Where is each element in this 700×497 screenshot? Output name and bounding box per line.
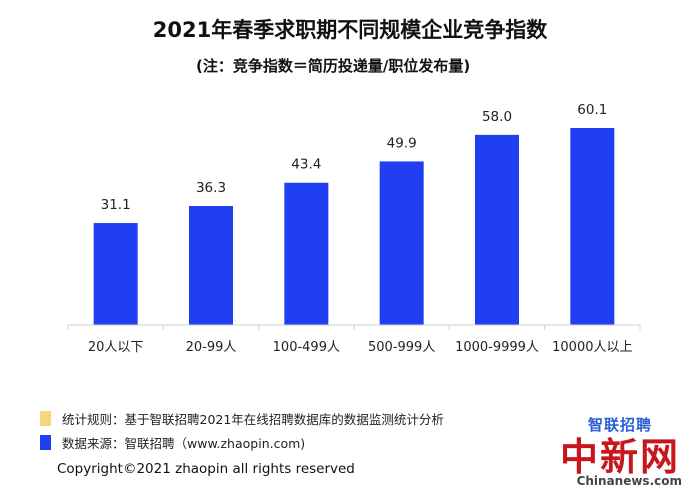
zhaopin-logo: 智联招聘: [587, 416, 652, 434]
note-stat-rule-swatch: [40, 410, 51, 426]
chinanews-logo: 中新网: [559, 434, 680, 479]
note-data-source: 数据来源：智联招聘（www.zhaopin.com): [40, 433, 305, 451]
bar: [570, 128, 615, 325]
bar-value-label: 60.1: [577, 102, 607, 118]
bar-chart: 31.1 36.3 43.4 49.9 58.0 60.1 20人以下 20-99人 100-…: [67, 102, 641, 355]
bar: [475, 134, 519, 325]
bar: [93, 223, 138, 325]
category-label: 20-99人: [186, 340, 237, 355]
chinanews-watermark: 智联招聘 中新网 Chinanews.com: [546, 414, 686, 490]
category-label: 1000-9999人: [455, 340, 539, 355]
note-stat-rule-text: 统计规则：基于智联招聘2021年在线招聘数据库的数据监测统计分析: [62, 411, 444, 427]
copyright-text: Copyright©2021 zhaopin all rights reserv…: [57, 461, 355, 477]
category-label: 500-999人: [368, 340, 435, 355]
chart-subtitle: (注：竞争指数＝简历投递量/职位发布量): [196, 57, 471, 75]
bar: [284, 182, 329, 325]
bar-value-label: 31.1: [101, 197, 131, 213]
note-data-source-text: 数据来源：智联招聘（www.zhaopin.com): [62, 435, 306, 451]
chinanews-site: Chinanews.com: [576, 474, 682, 488]
bar: [189, 206, 233, 325]
bar-value-label: 58.0: [482, 109, 512, 125]
bar-value-label: 49.9: [387, 135, 417, 151]
chart-title: 2021年春季求职期不同规模企业竞争指数: [152, 18, 548, 42]
bar-value-label: 43.4: [291, 157, 321, 173]
category-label: 100-499人: [273, 340, 340, 355]
bar-value-label: 36.3: [196, 180, 226, 196]
note-data-source-swatch: [40, 434, 51, 450]
note-stat-rule: 统计规则：基于智联招聘2021年在线招聘数据库的数据监测统计分析: [40, 409, 444, 427]
bar: [379, 161, 424, 325]
category-label: 10000人以上: [552, 340, 632, 355]
category-label: 20人以下: [88, 340, 144, 355]
